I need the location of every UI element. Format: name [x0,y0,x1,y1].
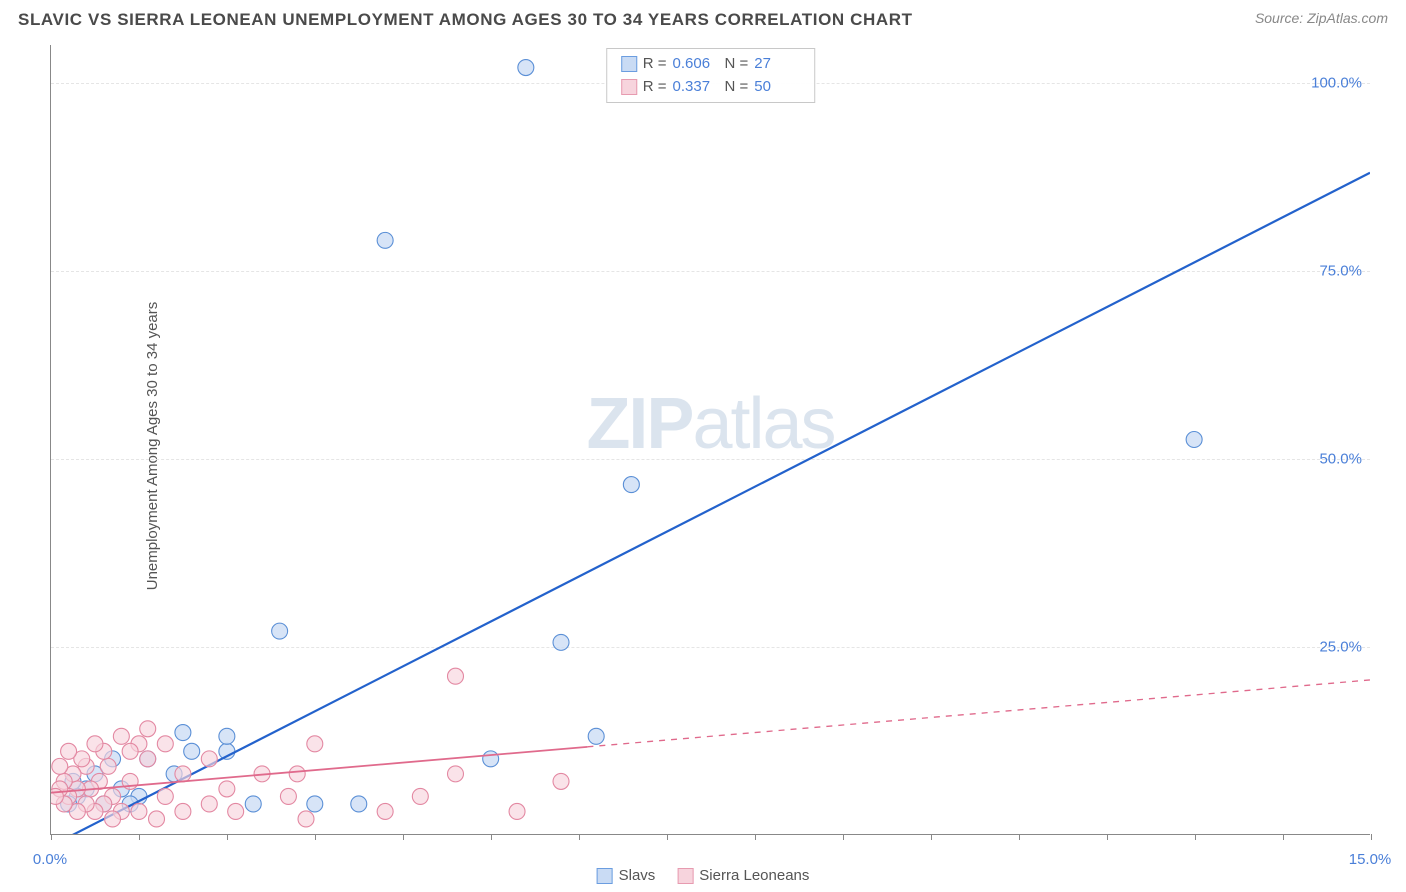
stat-n-value: 50 [754,76,800,99]
legend-item: Sierra Leoneans [677,867,809,884]
scatter-point [351,796,367,812]
x-tick-label: 15.0% [1349,851,1392,868]
scatter-point [175,725,191,741]
legend-swatch [597,868,613,884]
stat-swatch [621,79,637,95]
scatter-point [105,811,121,827]
x-tick [51,834,52,840]
legend-label: Slavs [619,867,656,884]
scatter-point [131,803,147,819]
stat-n-value: 27 [754,53,800,76]
scatter-point [553,634,569,650]
legend-label: Sierra Leoneans [699,867,809,884]
chart-header: SLAVIC VS SIERRA LEONEAN UNEMPLOYMENT AM… [18,10,1388,30]
chart-source: Source: ZipAtlas.com [1255,10,1388,26]
scatter-point [289,766,305,782]
legend-swatch [677,868,693,884]
scatter-point [509,803,525,819]
scatter-point [588,728,604,744]
scatter-point [175,803,191,819]
x-tick-label: 0.0% [33,851,67,868]
scatter-point [623,477,639,493]
scatter-point [140,751,156,767]
x-tick [667,834,668,840]
scatter-point [175,766,191,782]
scatter-point [52,758,68,774]
scatter-point [140,721,156,737]
x-tick [579,834,580,840]
x-tick [315,834,316,840]
scatter-point [100,758,116,774]
scatter-point [553,773,569,789]
scatter-point [298,811,314,827]
plot-area: ZIPatlas 25.0%50.0%75.0%100.0%R =0.606N … [50,45,1370,835]
x-tick [1371,834,1372,840]
scatter-point [113,728,129,744]
stat-r-label: R = [643,76,667,99]
scatter-point [307,736,323,752]
x-tick [843,834,844,840]
scatter-point [377,803,393,819]
x-tick [1283,834,1284,840]
scatter-point [447,766,463,782]
x-tick [755,834,756,840]
scatter-point [377,232,393,248]
scatter-point [1186,432,1202,448]
scatter-point [412,788,428,804]
x-tick [1019,834,1020,840]
stat-r-value: 0.337 [673,76,719,99]
scatter-point [219,728,235,744]
chart-svg [51,45,1370,834]
scatter-point [87,736,103,752]
scatter-point [307,796,323,812]
scatter-point [483,751,499,767]
scatter-point [149,811,165,827]
scatter-point [201,796,217,812]
scatter-point [157,736,173,752]
scatter-point [219,781,235,797]
x-tick [139,834,140,840]
scatter-point [447,668,463,684]
legend: Slavs Sierra Leoneans [597,867,810,884]
stat-swatch [621,56,637,72]
scatter-point [518,60,534,76]
stats-box: R = 0.606 N =27 R = 0.337 N =50 [606,48,816,103]
trend-line-dashed [587,680,1370,747]
scatter-point [157,788,173,804]
legend-item: Slavs [597,867,656,884]
stats-row: R = 0.606 N =27 [621,53,801,76]
x-tick [403,834,404,840]
scatter-point [122,743,138,759]
stat-r-value: 0.606 [673,53,719,76]
stats-row: R = 0.337 N =50 [621,76,801,99]
x-tick [931,834,932,840]
scatter-point [280,788,296,804]
x-tick [1107,834,1108,840]
scatter-point [184,743,200,759]
scatter-point [245,796,261,812]
scatter-point [61,743,77,759]
scatter-point [272,623,288,639]
scatter-point [201,751,217,767]
stat-r-label: R = [643,53,667,76]
stat-n-label: N = [725,76,749,99]
x-tick [227,834,228,840]
scatter-point [228,803,244,819]
chart-title: SLAVIC VS SIERRA LEONEAN UNEMPLOYMENT AM… [18,10,913,30]
scatter-point [51,788,63,804]
x-tick [491,834,492,840]
trend-line [60,173,1370,834]
stat-n-label: N = [725,53,749,76]
x-tick [1195,834,1196,840]
